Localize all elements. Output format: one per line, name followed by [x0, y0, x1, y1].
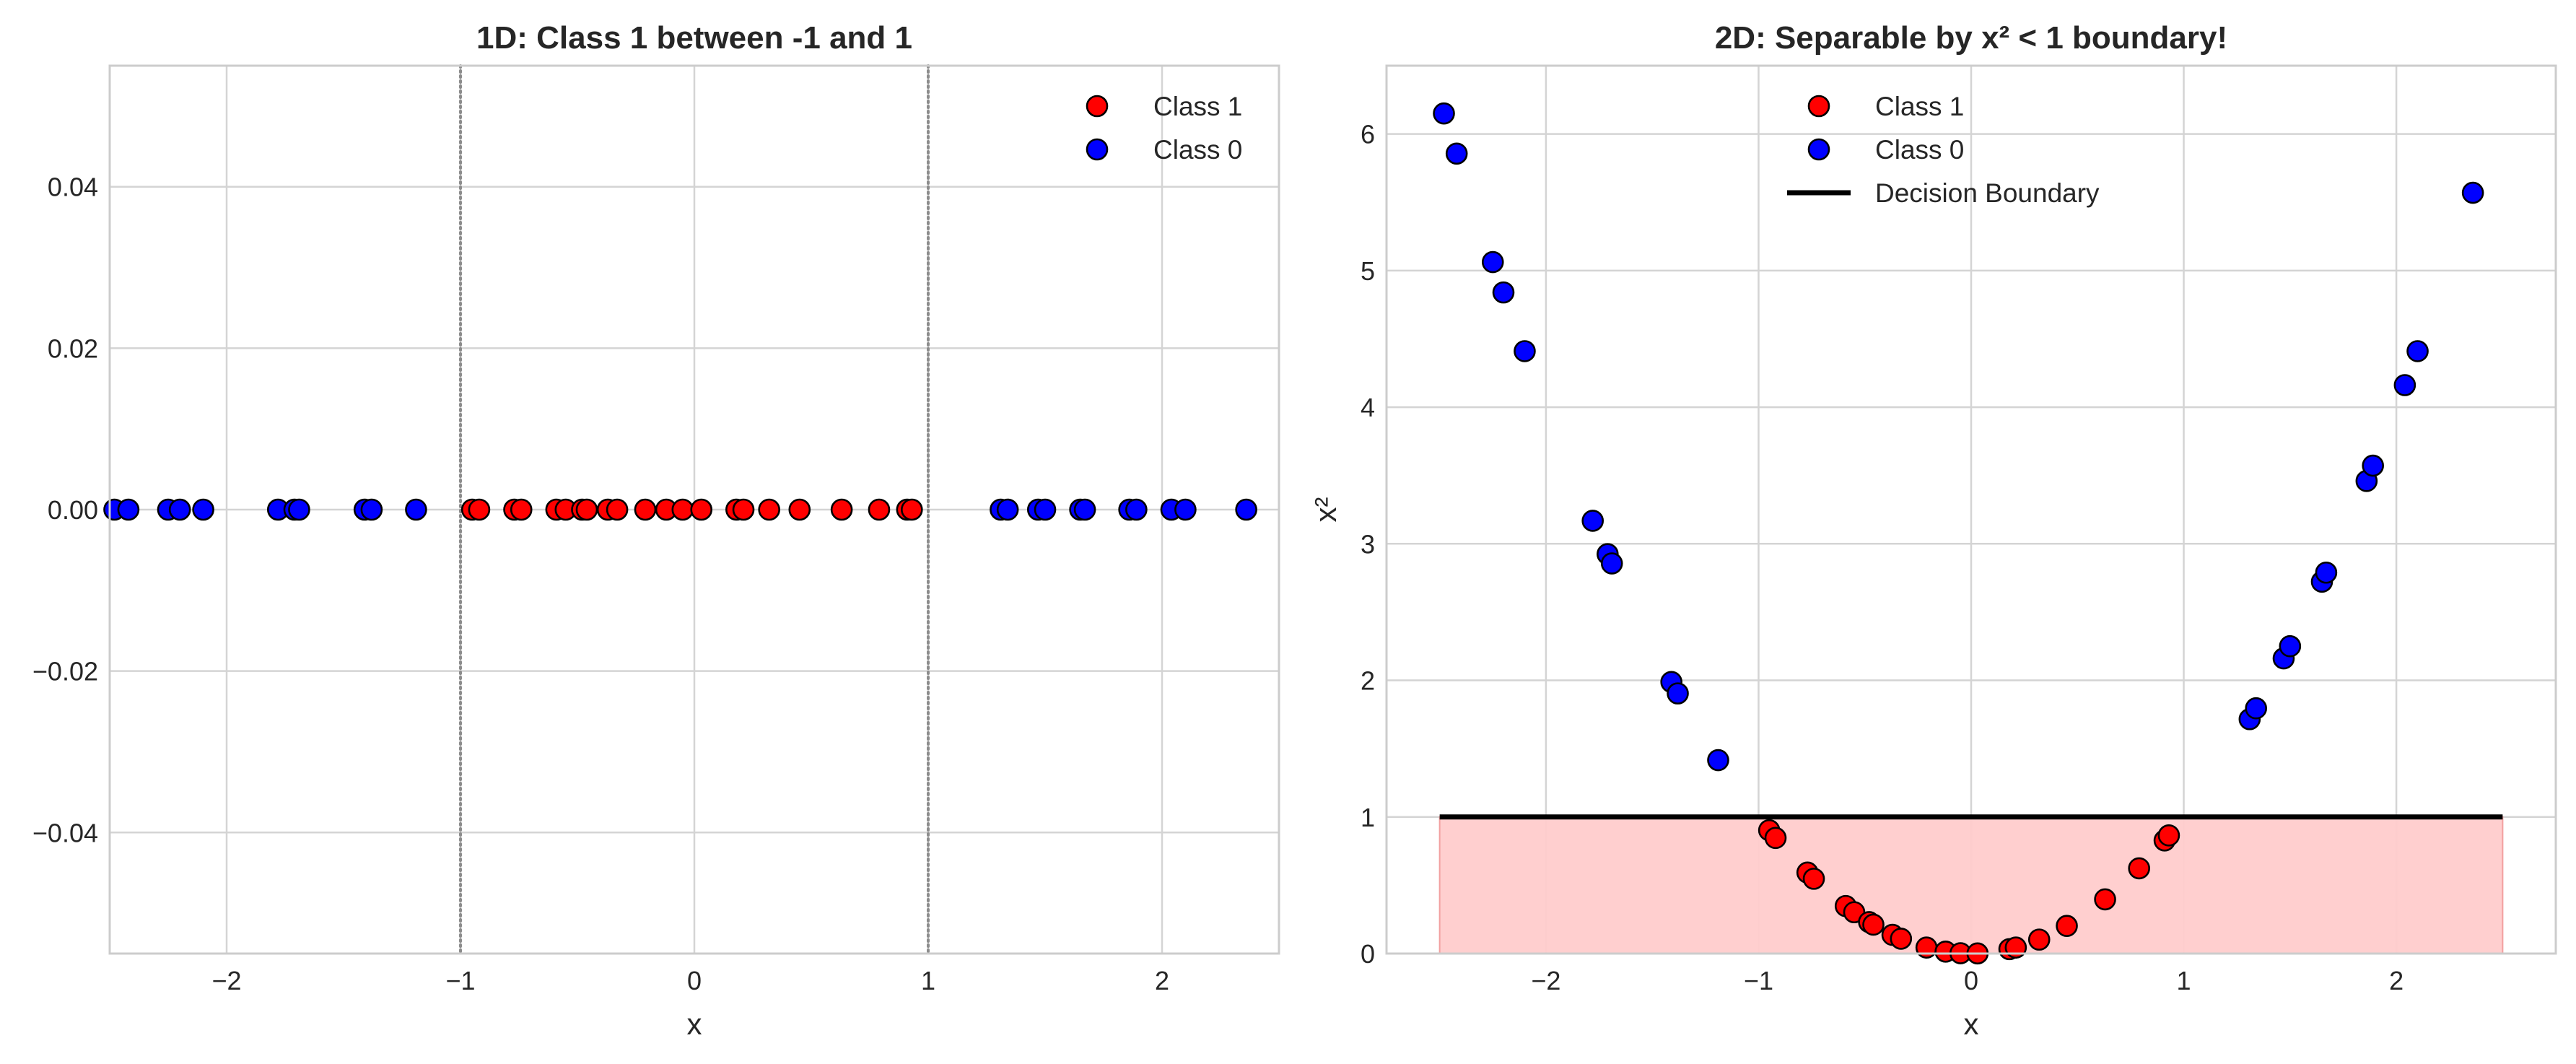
class-1-point [2094, 888, 2116, 911]
class-1-point [1890, 928, 1913, 950]
class-1-point [868, 498, 891, 521]
class-0-point [1174, 498, 1197, 521]
class-1-point [1764, 827, 1787, 850]
class-0-point [192, 498, 214, 521]
class-0-point [1707, 749, 1729, 772]
class-1-point [758, 498, 780, 521]
class-1-point [1862, 913, 1885, 936]
class-1-point [671, 498, 694, 521]
class-0-point [996, 498, 1019, 521]
class-0-point [2279, 635, 2302, 658]
axes-frame [1385, 64, 2557, 955]
class-1-point [634, 498, 657, 521]
class-1-point [1802, 868, 1825, 890]
x-axis-label: x [687, 1007, 702, 1041]
y-tick-label: 6 [1361, 120, 1375, 149]
class-0-point [1514, 340, 1536, 362]
y-tick-label: 0.00 [48, 495, 98, 525]
class-0-point [2461, 181, 2484, 204]
class-0-point [1667, 682, 1689, 705]
y-tick-label: 4 [1361, 393, 1375, 422]
class-1-point [901, 498, 923, 521]
right-panel-2d: −2 −1 0 1 2 0 1 2 3 4 5 6 2D: Separable by x² < 1 bo… [1309, 20, 2557, 1041]
y-axis-label: x² [1309, 497, 1342, 523]
y-tick-label: 5 [1361, 256, 1375, 286]
class-1-point [732, 498, 755, 521]
legend-label: Class 0 [1875, 135, 1964, 165]
class-0-point [1073, 498, 1096, 521]
legend-label: Decision Boundary [1875, 178, 2100, 208]
x-tick-label: 2 [1155, 966, 1169, 995]
left-panel-1d: −2 −1 0 1 2 −0.04 −0.02 0.00 0.02 0.04 1D: Class 1… [32, 20, 1280, 1041]
class-0-point [1034, 498, 1057, 521]
legend-marker [1086, 138, 1109, 161]
class-0-point [1581, 510, 1604, 532]
class-1-point [788, 498, 811, 521]
legend: Class 1 Class 0 [1086, 92, 1242, 165]
class-1-point [2128, 857, 2150, 880]
class-1-point [2157, 824, 2180, 847]
legend: Class 1 Class 0 Decision Boundary [1787, 92, 2100, 208]
class-0-point [2315, 561, 2338, 584]
class-0-point [2393, 374, 2416, 396]
y-tick-label: −0.02 [32, 657, 98, 686]
class-0-point [2362, 454, 2384, 477]
class-1-point [830, 498, 853, 521]
x-tick-label: −1 [1744, 966, 1773, 995]
x-tick-label: −2 [1531, 966, 1560, 995]
class-0-point [288, 498, 310, 521]
legend-marker [1807, 138, 1830, 161]
x-axis-label: x [1964, 1007, 1979, 1041]
chart-title: 1D: Class 1 between -1 and 1 [476, 20, 912, 56]
legend-label: Class 0 [1153, 135, 1242, 165]
y-tick-label: 1 [1361, 803, 1375, 832]
x-tick-label: 2 [2389, 966, 2403, 995]
y-tick-label: 3 [1361, 529, 1375, 559]
x-tick-label: −2 [211, 966, 241, 995]
class-0-point [405, 498, 427, 521]
x-tick-label: 0 [1964, 966, 1978, 995]
class-0-point [1492, 281, 1515, 304]
class-0-point [117, 498, 140, 521]
legend-marker [1086, 95, 1109, 118]
legend-label: Class 1 [1153, 92, 1242, 121]
x-tick-label: 1 [2177, 966, 2191, 995]
class-0-point [168, 498, 191, 521]
legend-marker [1807, 95, 1830, 118]
x-tick-label: −1 [445, 966, 475, 995]
x-tick-label: 1 [921, 966, 935, 995]
class-1-point [606, 498, 629, 521]
legend-label: Class 1 [1875, 92, 1964, 121]
shaded-region [1438, 816, 2504, 955]
class-0-point [2245, 697, 2267, 720]
class-1-point [2056, 915, 2078, 937]
class-0-point [1481, 250, 1504, 274]
class-0-point [1235, 498, 1257, 521]
class-0-point [2406, 340, 2429, 362]
class-0-point [360, 498, 383, 521]
class-0-point [1445, 142, 1468, 165]
class-1-point [575, 498, 598, 521]
class-1-point [510, 498, 533, 521]
y-tick-label: 2 [1361, 666, 1375, 696]
x-tick-label: 0 [687, 966, 702, 995]
chart-title: 2D: Separable by x² < 1 boundary! [1715, 20, 2227, 56]
y-tick-label: 0.02 [48, 333, 98, 363]
class-0-point [1433, 102, 1455, 125]
y-tick-label: −0.04 [32, 818, 98, 847]
y-tick-label: 0 [1361, 939, 1375, 969]
class-0-point [1125, 498, 1148, 521]
class-1-point [2027, 928, 2051, 951]
class-1-point [690, 498, 713, 521]
axes-frame [108, 64, 1280, 955]
class-1-point [468, 498, 491, 521]
class-0-point [1600, 552, 1623, 575]
y-tick-label: 0.04 [48, 173, 98, 202]
